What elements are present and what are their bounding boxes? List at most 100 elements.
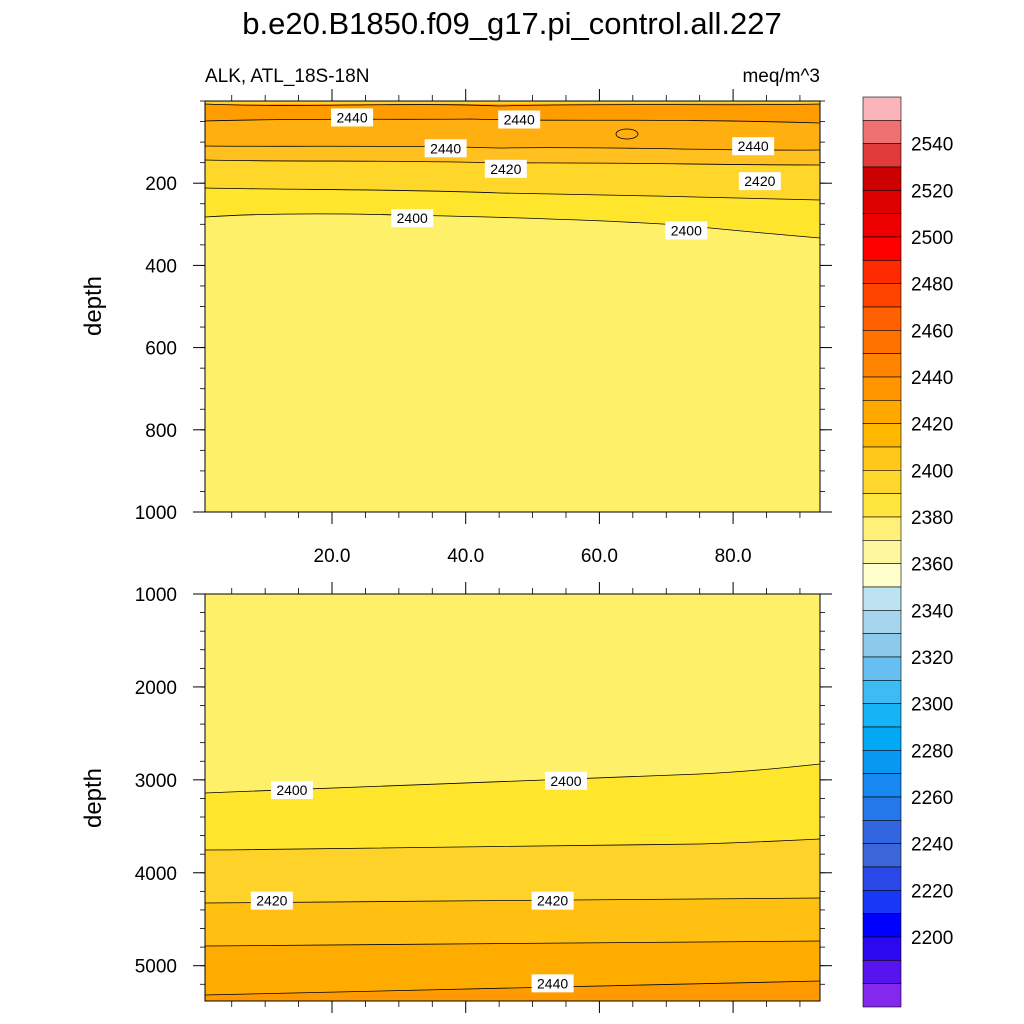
colorbar-label: 2480 bbox=[911, 275, 953, 296]
colorbar-swatch bbox=[862, 703, 902, 728]
contour-label: 2440 bbox=[331, 108, 374, 127]
colorbar-swatch bbox=[862, 190, 902, 214]
svg-text:2420: 2420 bbox=[744, 173, 775, 189]
y-tick-label: 2000 bbox=[135, 678, 177, 699]
colorbar-swatch bbox=[862, 143, 902, 168]
colorbar-swatch bbox=[862, 470, 902, 494]
colorbar-label: 2400 bbox=[911, 461, 953, 482]
contour-label: 2400 bbox=[665, 221, 708, 240]
colorbar-swatch bbox=[862, 400, 902, 424]
colorbar-swatch bbox=[862, 726, 902, 751]
lower-y-axis-label: depth bbox=[80, 768, 107, 828]
band-2440 bbox=[205, 981, 820, 1001]
colorbar-swatch bbox=[862, 796, 902, 821]
y-tick-label: 1000 bbox=[135, 585, 177, 606]
colorbar-label: 2300 bbox=[911, 695, 953, 716]
colorbar-swatch bbox=[862, 493, 902, 518]
colorbar-label: 2520 bbox=[911, 181, 953, 202]
colorbar-swatch bbox=[862, 913, 902, 938]
contour-label: 2420 bbox=[531, 891, 574, 910]
colorbar-label: 2440 bbox=[911, 368, 953, 389]
colorbar-swatch bbox=[862, 750, 902, 774]
colorbar-label: 2500 bbox=[911, 228, 953, 249]
colorbar-label: 2320 bbox=[911, 648, 953, 669]
svg-text:2420: 2420 bbox=[256, 893, 287, 909]
colorbar-swatch bbox=[862, 423, 902, 448]
chart-subtitle-left: ALK, ATL_18S-18N bbox=[205, 66, 369, 87]
svg-text:2440: 2440 bbox=[504, 111, 535, 127]
y-tick-label: 3000 bbox=[135, 771, 177, 792]
band-2450 bbox=[205, 101, 820, 104]
colorbar-swatch bbox=[862, 843, 902, 868]
colorbar-swatch bbox=[862, 610, 902, 634]
upper-ticks: 200 400 600 800 1000 20.0 40.0 60.0 80.0 bbox=[135, 89, 832, 567]
colorbar-swatch bbox=[862, 446, 902, 471]
colorbar-label: 2420 bbox=[911, 415, 953, 436]
colorbar-swatch bbox=[862, 563, 902, 588]
colorbar-swatch bbox=[862, 983, 902, 1008]
colorbar-swatch bbox=[862, 213, 902, 238]
colorbar-swatch bbox=[862, 236, 902, 261]
svg-text:2420: 2420 bbox=[490, 161, 521, 177]
svg-text:2440: 2440 bbox=[430, 140, 461, 156]
colorbar-label: 2340 bbox=[911, 601, 953, 622]
svg-text:2400: 2400 bbox=[397, 210, 428, 226]
lower-contour-labels: 2400 2400 2420 2420 2440 bbox=[250, 771, 587, 993]
colorbar-swatch bbox=[862, 773, 902, 798]
x-tick-label: 40.0 bbox=[447, 546, 484, 567]
svg-text:2440: 2440 bbox=[336, 109, 367, 125]
colorbar-swatch bbox=[862, 516, 902, 541]
chart-units: meq/m^3 bbox=[742, 66, 820, 87]
colorbar-swatch bbox=[862, 353, 902, 378]
colorbar-swatch bbox=[862, 866, 902, 891]
svg-text:2420: 2420 bbox=[537, 893, 568, 909]
contour-label: 2400 bbox=[391, 209, 434, 228]
colorbar-swatch bbox=[862, 330, 902, 354]
colorbar-swatch bbox=[862, 680, 902, 704]
colorbar-swatch bbox=[862, 820, 902, 844]
y-tick-label: 600 bbox=[145, 339, 177, 360]
colorbar-swatch bbox=[862, 656, 902, 681]
colorbar-label: 2260 bbox=[911, 788, 953, 809]
colorbar-label: 2240 bbox=[911, 835, 953, 856]
contour-label: 2440 bbox=[424, 139, 467, 158]
y-tick-label: 800 bbox=[145, 421, 177, 442]
colorbar-swatch bbox=[862, 260, 902, 284]
y-tick-label: 5000 bbox=[135, 957, 177, 978]
colorbar-swatch bbox=[862, 166, 902, 191]
colorbar-swatch bbox=[862, 96, 902, 121]
lower-panel: 1000 2000 3000 4000 5000 2400 2400 2420 2420 244… bbox=[80, 582, 832, 1013]
chart-title: b.e20.B1850.f09_g17.pi_control.all.227 bbox=[242, 6, 782, 41]
svg-text:2400: 2400 bbox=[671, 222, 702, 238]
upper-contour-labels: 2440 2440 2440 2440 2420 2420 2400 2400 bbox=[331, 108, 781, 240]
colorbar-label: 2200 bbox=[911, 928, 953, 949]
x-tick-label: 20.0 bbox=[314, 546, 351, 567]
svg-text:2440: 2440 bbox=[738, 138, 769, 154]
contour-label: 2440 bbox=[732, 137, 775, 156]
y-tick-label: 1000 bbox=[135, 503, 177, 524]
colorbar-label: 2280 bbox=[911, 741, 953, 762]
svg-text:2400: 2400 bbox=[550, 773, 581, 789]
colorbar-label: 2460 bbox=[911, 321, 953, 342]
colorbar-swatch bbox=[862, 306, 902, 331]
colorbar-label: 2540 bbox=[911, 135, 953, 156]
contour-label: 2420 bbox=[250, 891, 293, 910]
contour-label: 2400 bbox=[270, 781, 313, 800]
lower-ticks: 1000 2000 3000 4000 5000 bbox=[135, 582, 832, 1013]
contour-label: 2440 bbox=[498, 110, 541, 129]
colorbar-swatch bbox=[862, 120, 902, 144]
y-tick-label: 4000 bbox=[135, 864, 177, 885]
x-tick-label: 60.0 bbox=[581, 546, 618, 567]
y-tick-label: 400 bbox=[145, 256, 177, 277]
svg-text:2440: 2440 bbox=[537, 975, 568, 991]
contour-label: 2400 bbox=[544, 771, 587, 790]
upper-y-axis-label: depth bbox=[80, 276, 107, 336]
colorbar-label: 2380 bbox=[911, 508, 953, 529]
colorbar-swatch bbox=[862, 960, 902, 984]
colorbar-swatch bbox=[862, 936, 902, 961]
contour-label: 2420 bbox=[738, 172, 781, 191]
colorbar-label: 2220 bbox=[911, 881, 953, 902]
colorbar: 2540 2520 2500 2480 2460 2440 2420 2400 2380 2360… bbox=[862, 96, 953, 1008]
colorbar-swatch bbox=[862, 890, 902, 914]
